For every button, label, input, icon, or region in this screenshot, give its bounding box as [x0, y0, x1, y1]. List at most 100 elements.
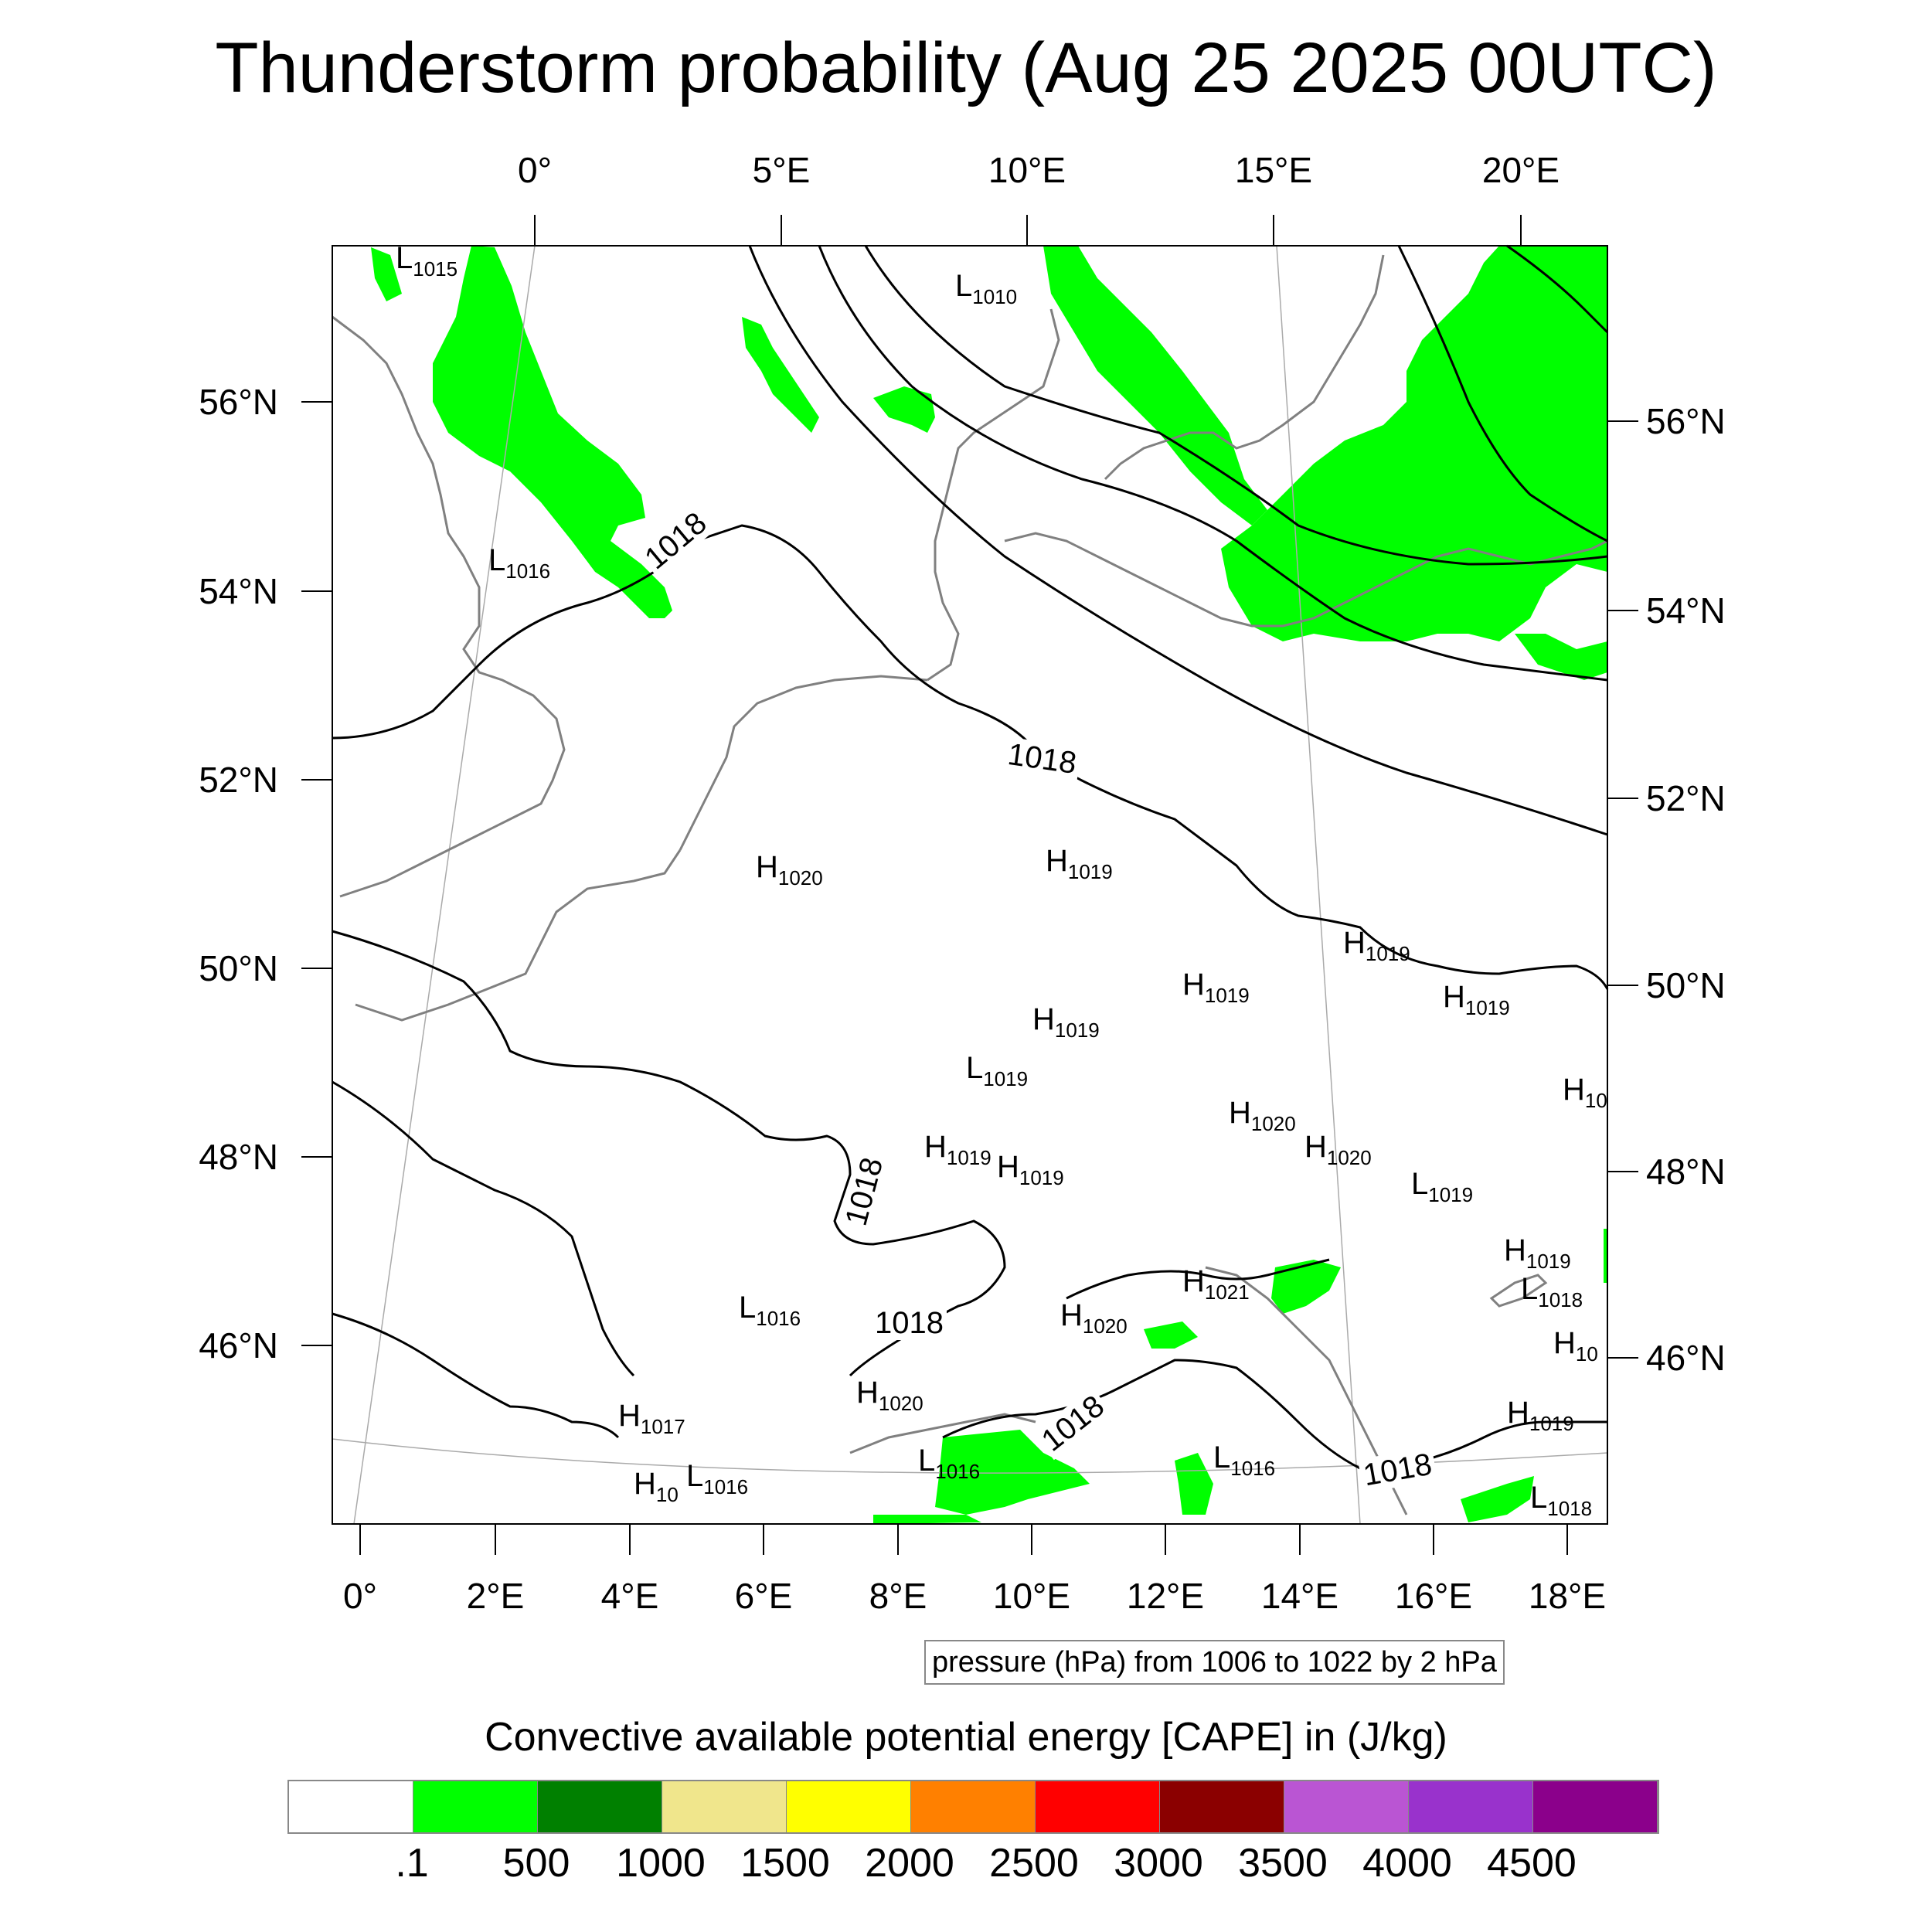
right-tick-50n: 50°N	[1646, 965, 1726, 1005]
cape-area-alps-mid	[1144, 1321, 1198, 1349]
pressure-center: H1019	[1343, 926, 1410, 965]
colorbar-swatch	[787, 1781, 911, 1832]
isobar-1018-main	[332, 524, 1609, 990]
isobar-ne-2	[1506, 244, 1609, 334]
colorbar-label: 4000	[1362, 1841, 1452, 1886]
cape-area-baltic-east	[1221, 246, 1607, 641]
cape-area-east-edge	[1604, 1229, 1607, 1283]
top-tick-20e: 20°E	[1481, 150, 1560, 190]
colorbar-label: 3500	[1238, 1841, 1328, 1886]
colorbar-label: 1500	[740, 1841, 830, 1886]
cape-area-balkans	[1461, 1476, 1534, 1522]
pressure-center: H10	[1553, 1326, 1598, 1366]
pressure-center: L1016	[1213, 1440, 1276, 1480]
colorbar-swatch	[289, 1781, 413, 1832]
bottom-tick-18e: 18°E	[1528, 1576, 1607, 1616]
colorbar-swatch	[538, 1781, 662, 1832]
colorbar-swatch	[1036, 1781, 1160, 1832]
coast-sweden-south	[1104, 254, 1385, 481]
bottom-tick-12e: 12°E	[1126, 1576, 1205, 1616]
pressure-center: H10	[1563, 1073, 1607, 1112]
coast-baltic-south	[1004, 532, 1608, 628]
pressure-center: H1019	[1443, 980, 1510, 1019]
colorbar-label: 3000	[1114, 1841, 1203, 1886]
colorbar-label: .1	[395, 1841, 429, 1886]
colorbar-label: 500	[502, 1841, 570, 1886]
bottom-tick-8e: 8°E	[869, 1576, 927, 1616]
pressure-center: H1021	[1182, 1264, 1250, 1304]
bottom-tick-16e: 16°E	[1394, 1576, 1473, 1616]
colorbar-swatch	[1409, 1781, 1533, 1832]
pressure-center: H1020	[756, 850, 823, 889]
right-tick-46n: 46°N	[1646, 1338, 1726, 1378]
chart-title: Thunderstorm probability (Aug 25 2025 00…	[215, 29, 1717, 107]
bottom-tick-4e: 4°E	[600, 1576, 659, 1616]
colorbar-swatch	[1160, 1781, 1284, 1832]
pressure-center: L1016	[686, 1459, 749, 1498]
pressure-center: H1020	[1304, 1130, 1372, 1169]
bottom-tick-14e: 14°E	[1260, 1576, 1339, 1616]
cape-area-south-border	[873, 1515, 981, 1524]
left-tick-52n: 52°N	[199, 760, 278, 800]
right-tick-56n: 56°N	[1646, 401, 1726, 441]
pressure-center: L1018	[1521, 1272, 1583, 1311]
pressure-center: L1019	[966, 1051, 1029, 1090]
cape-area-alps-east	[1271, 1260, 1341, 1314]
bottom-tick-10e: 10°E	[992, 1576, 1071, 1616]
cape-area-adriatic	[1175, 1453, 1213, 1515]
pressure-center: L1010	[955, 269, 1018, 308]
isobar-alps	[1066, 1258, 1330, 1300]
coast-uk	[332, 315, 566, 898]
pressure-center: H1020	[1229, 1096, 1296, 1135]
colorbar-label: 4500	[1487, 1841, 1577, 1886]
bottom-tick-2e: 2°E	[466, 1576, 525, 1616]
cape-area-uk-east-edge	[371, 247, 402, 301]
pressure-center: H1019	[924, 1130, 992, 1169]
isobar-1018-europe	[332, 930, 1006, 1377]
pressure-center: H1020	[1060, 1298, 1128, 1338]
colorbar-swatch	[911, 1781, 1036, 1832]
cape-area-north-sea-mid	[742, 317, 819, 433]
colorbar	[287, 1780, 1659, 1834]
meridian-0	[353, 245, 536, 1525]
pressure-center: L1019	[1411, 1167, 1474, 1206]
pressure-center: H1019	[1032, 1002, 1100, 1042]
left-tick-54n: 54°N	[199, 571, 278, 611]
isobar-north-3	[864, 245, 1608, 566]
pressure-center: L1015	[396, 241, 458, 281]
top-tick-15e: 15°E	[1234, 150, 1313, 190]
contour-info-box: pressure (hPa) from 1006 to 1022 by 2 hP…	[924, 1640, 1505, 1685]
pressure-center: H1019	[1507, 1396, 1574, 1435]
coast-germany-denmark	[927, 308, 1060, 682]
legend-title: Convective available potential energy [C…	[485, 1715, 1447, 1760]
pressure-center: H1019	[1046, 844, 1113, 883]
colorbar-swatch	[413, 1781, 538, 1832]
pressure-center: L1016	[488, 543, 551, 583]
left-tick-56n: 56°N	[199, 382, 278, 422]
colorbar-label: 2500	[989, 1841, 1079, 1886]
plot-frame	[332, 245, 1608, 1525]
pressure-center: H1019	[997, 1150, 1064, 1189]
right-tick-52n: 52°N	[1646, 778, 1726, 818]
isobar-label: 1018	[872, 1306, 947, 1340]
bottom-tick-6e: 6°E	[734, 1576, 793, 1616]
top-tick-5e: 5°E	[752, 150, 811, 190]
coastlines	[332, 254, 1608, 1515]
right-tick-54n: 54°N	[1646, 590, 1726, 631]
tick-marks	[301, 215, 1638, 1555]
bottom-tick-0: 0°	[343, 1576, 377, 1616]
top-tick-0: 0°	[518, 150, 552, 190]
isobar-1018-west	[332, 1312, 620, 1439]
pressure-center: H1019	[1182, 968, 1250, 1007]
cape-area-skagerrak	[873, 386, 935, 433]
isobar-north-2	[818, 245, 1608, 682]
coast-lake-balaton	[1489, 1274, 1548, 1308]
top-tick-10e: 10°E	[988, 150, 1066, 190]
colorbar-swatch	[1533, 1781, 1658, 1832]
meridian-15e	[1276, 245, 1361, 1525]
colorbar-label: 2000	[865, 1841, 954, 1886]
pressure-center: L1016	[739, 1291, 801, 1330]
pressure-center: L1018	[1530, 1481, 1593, 1520]
pressure-center: H1020	[856, 1376, 923, 1415]
